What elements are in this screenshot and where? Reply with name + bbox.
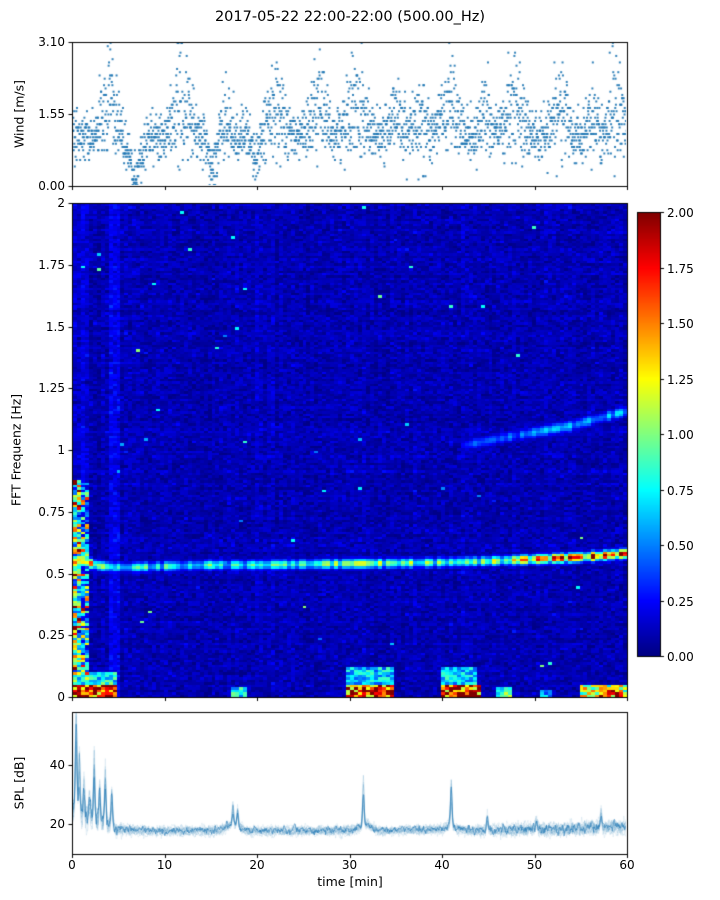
tick-label: 0.75 — [667, 483, 694, 498]
tick-label: 1 — [57, 443, 65, 457]
tick-label: 1.75 — [38, 257, 65, 272]
tick-label: 2.00 — [667, 205, 694, 220]
fft-y-axis-label: FFT Frequenz [Hz] — [8, 393, 24, 507]
tick-label: 0.25 — [667, 594, 694, 609]
tick-label: 0.00 — [38, 179, 65, 193]
tick-label: 0.25 — [38, 628, 65, 643]
tick-label: 20 — [49, 817, 65, 832]
tick-label: 10 — [156, 858, 173, 872]
tick-label: 1.25 — [667, 372, 694, 387]
tick-label: 1.50 — [667, 316, 694, 331]
figure-title: 2017-05-22 22:00-22:00 (500.00_Hz) — [214, 9, 486, 25]
tick-label: 30 — [341, 858, 358, 872]
tick-label: 2 — [57, 196, 65, 210]
tick-label: 40 — [434, 858, 450, 872]
tick-label: 1.00 — [667, 427, 694, 442]
tick-label: 1.55 — [38, 107, 65, 121]
tick-label: 3.10 — [38, 35, 65, 49]
tick-label: 0 — [68, 858, 76, 872]
wind-y-axis-label: Wind [m/s] — [11, 79, 27, 149]
tick-label: 0.00 — [667, 649, 694, 664]
tick-label: 50 — [526, 858, 543, 872]
tick-label: 0.50 — [667, 538, 694, 553]
tick-label: 0.5 — [45, 566, 65, 581]
spl-y-axis-label: SPL [dB] — [11, 756, 27, 810]
tick-label: 1.75 — [667, 261, 694, 276]
tick-label: 20 — [249, 858, 265, 872]
tick-label: 0.75 — [38, 504, 65, 519]
tick-label: 60 — [619, 858, 635, 872]
tick-label: 40 — [49, 758, 65, 773]
tick-label: 1.25 — [38, 381, 65, 396]
tick-label: 1.5 — [45, 319, 65, 334]
tick-label: 0 — [57, 690, 65, 704]
time-x-axis-label: time [min] — [317, 874, 383, 889]
